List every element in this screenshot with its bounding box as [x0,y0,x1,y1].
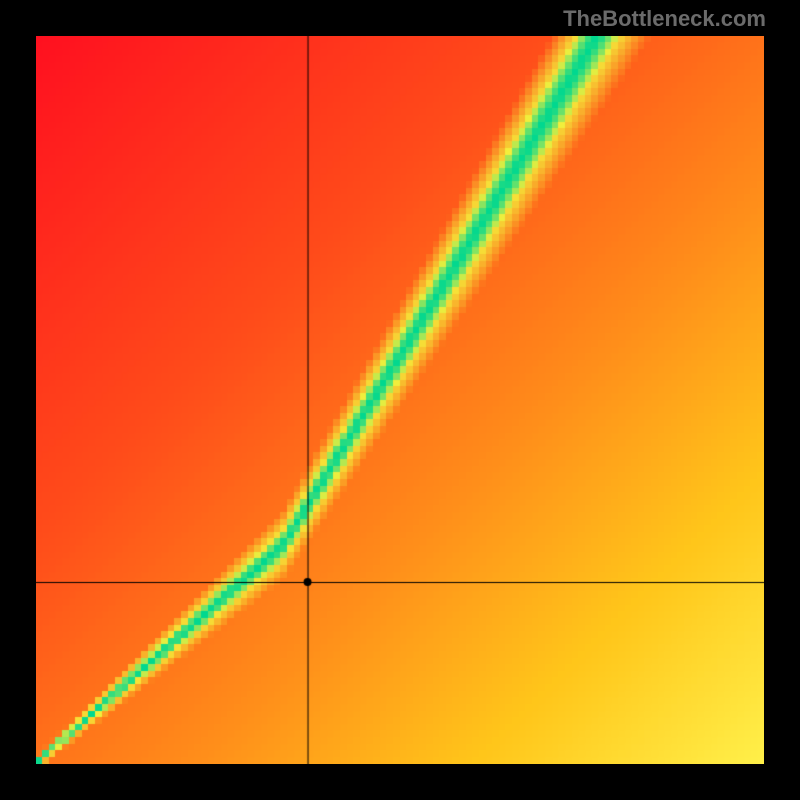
watermark-text: TheBottleneck.com [563,6,766,32]
plot-area [36,36,764,764]
heatmap-canvas [36,36,764,764]
